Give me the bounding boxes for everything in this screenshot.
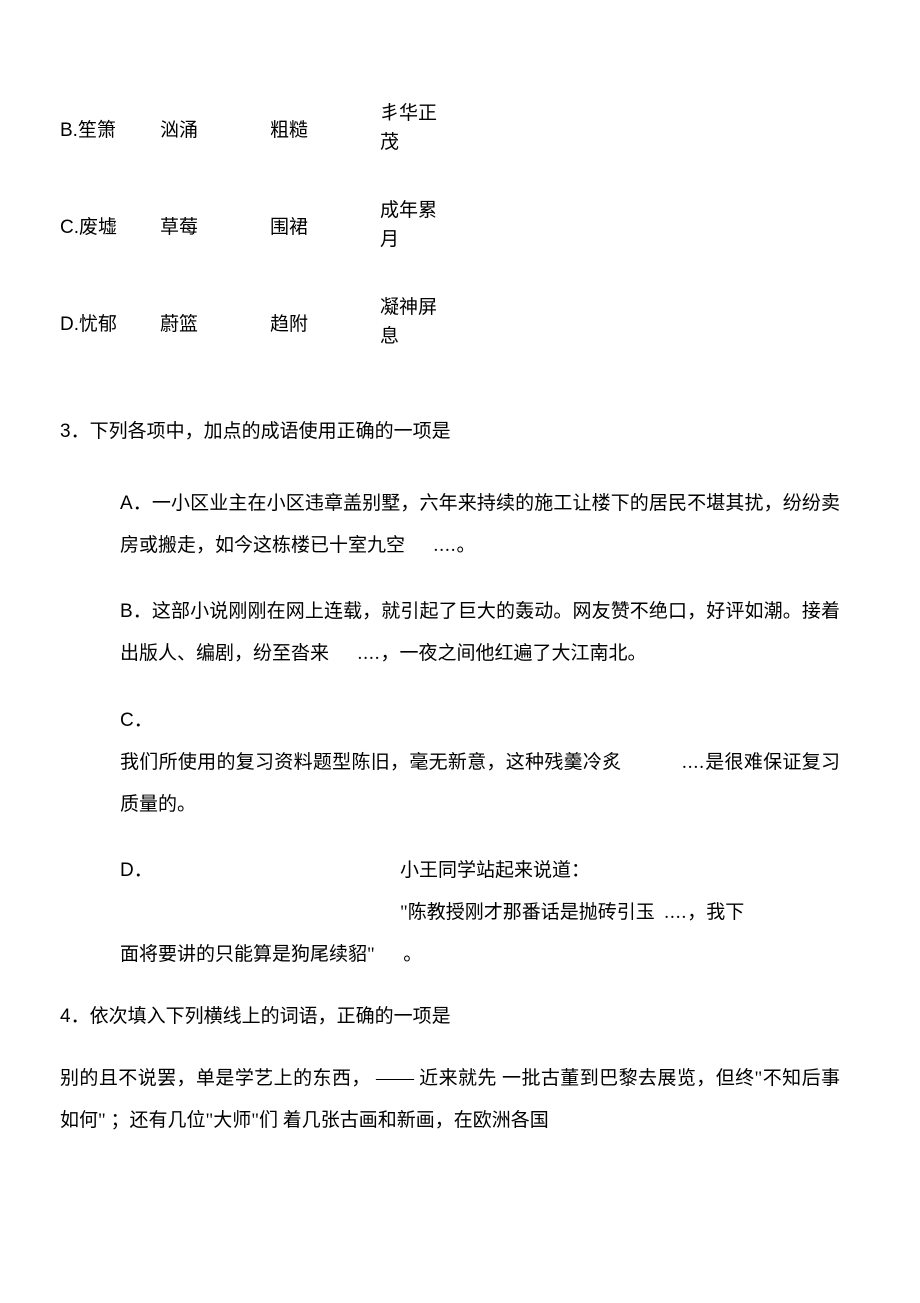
option-letter: D.	[60, 314, 79, 335]
q3-option-c: C． 我们所使用的复习资料题型陈旧，毫无新意，这种残羹冷炙 ....是很难保证复…	[120, 700, 840, 825]
option-letter: C．	[120, 710, 153, 731]
option-word-3: 粗糙	[270, 115, 380, 142]
option-letter: B．	[120, 601, 152, 622]
option-word-3: 围裙	[270, 212, 380, 239]
option-text-after: ，一夜之间他红遍了大江南北。	[381, 643, 647, 664]
option-label: B.笙箫	[60, 115, 160, 142]
q3-option-b: B．这部小说刚刚在网上连载，就引起了巨大的轰动。网友赞不绝口，好评如潮。接着出版…	[120, 591, 840, 675]
question-number: 3．	[60, 421, 90, 442]
option-letter: C.	[60, 217, 79, 238]
options-table: B.笙箫 汹涌 粗糙 丯华正茂 C.废墟 草莓 围裙 成年累月 D.忧郁 蔚篮 …	[60, 100, 860, 351]
option-text-before: 我们所使用的复习资料题型陈旧，毫无新意，这种残羹冷炙	[120, 752, 622, 773]
option-word-2: 汹涌	[160, 115, 270, 142]
question-title: 下列各项中，加点的成语使用正确的一项是	[90, 421, 451, 442]
option-letter: D．	[120, 860, 153, 881]
option-word-4: 成年累月	[380, 197, 440, 254]
option-word-1: 废墟	[79, 217, 117, 238]
option-word-1: 笙箫	[78, 120, 116, 141]
option-label: D.忧郁	[60, 309, 160, 336]
option-row-d: D.忧郁 蔚篮 趋附 凝神屏息	[60, 294, 860, 351]
question-number: 4．	[60, 1006, 90, 1027]
option-row-b: B.笙箫 汹涌 粗糙 丯华正茂	[60, 100, 860, 157]
q3-options: A．一小区业主在小区违章盖别墅，六年来持续的施工让楼下的居民不堪其扰，纷纷卖房或…	[60, 483, 860, 976]
q3-option-d: D． 小王同学站起来说道： "陈教授刚才那番话是抛砖引玉 ....，我下 面将要…	[120, 850, 840, 975]
option-intro: 小王同学站起来说道：	[400, 850, 840, 892]
quote-before: "陈教授刚才那番话是抛砖引玉	[400, 902, 655, 923]
option-letter: B.	[60, 120, 78, 141]
option-row-c: C.废墟 草莓 围裙 成年累月	[60, 197, 860, 254]
option-text-before: 一小区业主在小区违章盖别墅，六年来持续的施工让楼下的居民不堪其扰，纷纷卖房或搬走…	[120, 493, 840, 556]
option-word-3: 趋附	[270, 309, 380, 336]
question-title: 依次填入下列横线上的词语，正确的一项是	[90, 1006, 451, 1027]
option-text-after: 。	[457, 535, 476, 556]
option-word-4: 丯华正茂	[380, 100, 440, 157]
option-word-4: 凝神屏息	[380, 294, 440, 351]
q3-option-a: A．一小区业主在小区违章盖别墅，六年来持续的施工让楼下的居民不堪其扰，纷纷卖房或…	[120, 483, 840, 567]
question-4: 4．依次填入下列横线上的词语，正确的一项是	[60, 1001, 860, 1028]
emphasis-dots: ....	[434, 535, 457, 556]
option-word-1: 忧郁	[79, 314, 117, 335]
emphasis-dots: ....	[664, 902, 687, 923]
option-word-2: 草莓	[160, 212, 270, 239]
option-text-after: 面将要讲的只能算是狗尾续貂"	[120, 944, 375, 965]
emphasis-dots: ....	[682, 752, 705, 773]
emphasis-dots: ....	[358, 643, 381, 664]
option-label: C.废墟	[60, 212, 160, 239]
option-word-2: 蔚篮	[160, 309, 270, 336]
q4-text: 别的且不说罢，单是学艺上的东西， —— 近来就先 一批古董到巴黎去展览，但终"不…	[60, 1058, 860, 1142]
period: 。	[403, 944, 422, 965]
question-3: 3．下列各项中，加点的成语使用正确的一项是	[60, 411, 860, 453]
quote-mid: ，我下	[687, 902, 744, 923]
option-letter: A．	[120, 493, 152, 514]
